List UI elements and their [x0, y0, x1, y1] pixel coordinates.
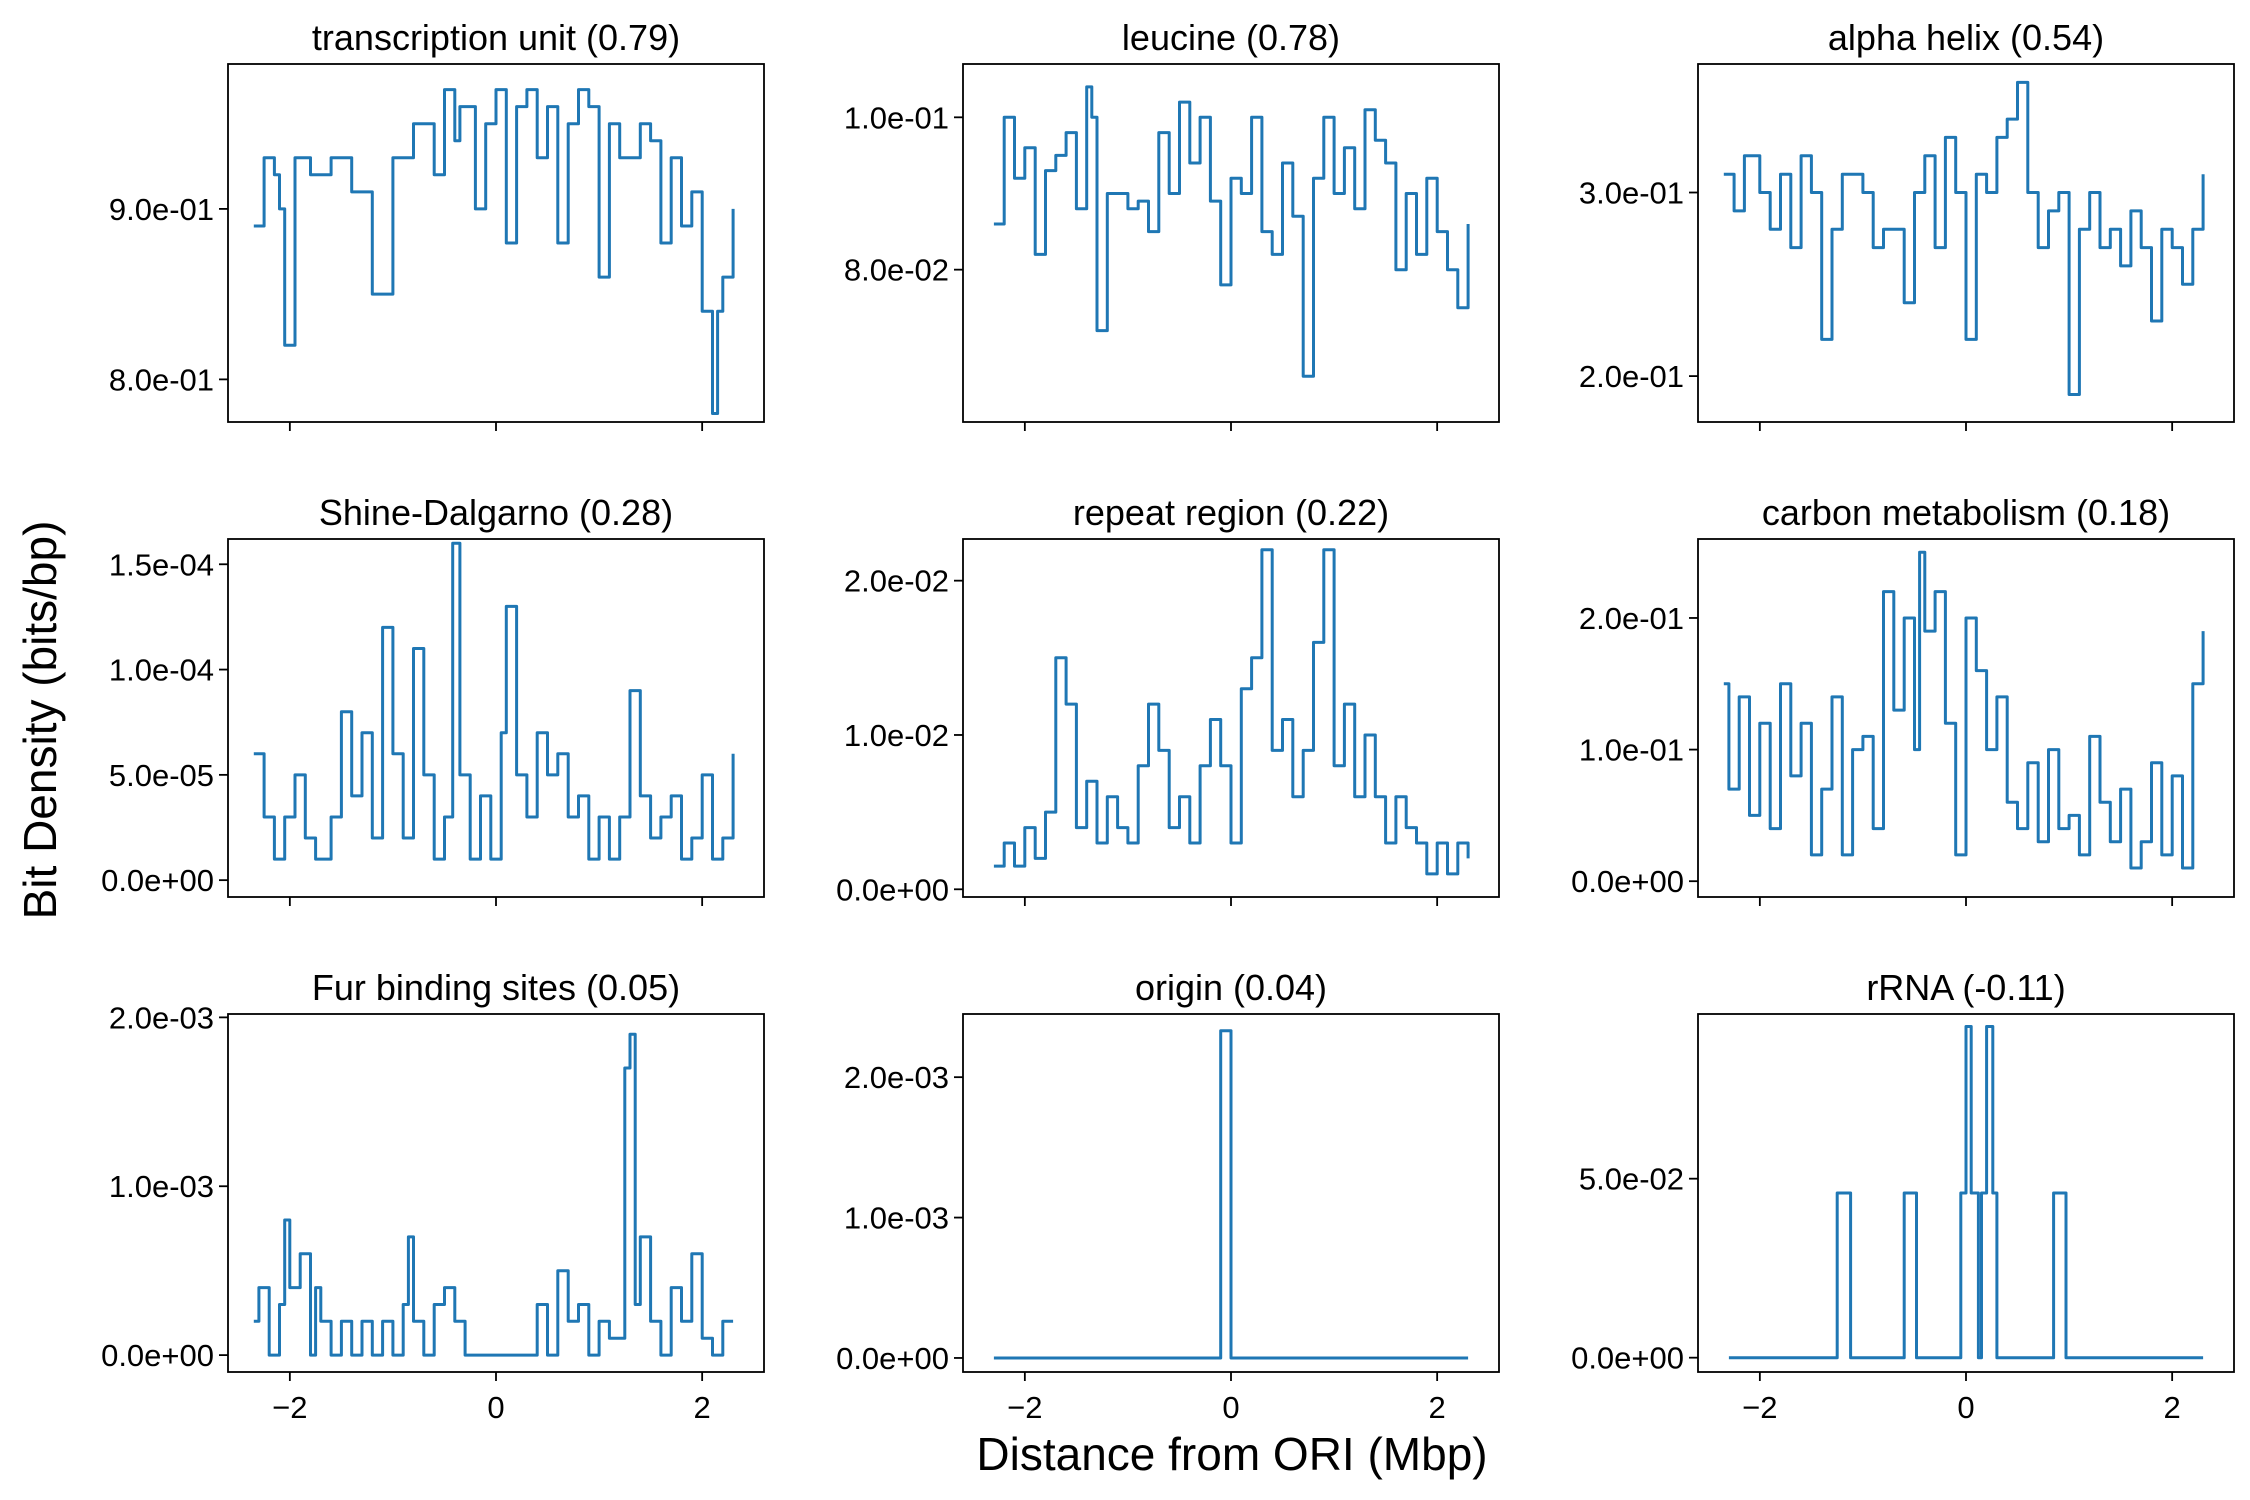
- subplot-9: rRNA (-0.11) 0.0e+00 5.0e-02 −2 0 2: [1571, 967, 2235, 1425]
- y-tick-label: 1.5e-04: [109, 547, 214, 582]
- y-tick-label: 1.0e-01: [1579, 733, 1684, 768]
- x-tick-label: 2: [1429, 1390, 1446, 1425]
- x-axis-label: Distance from ORI (Mbp): [976, 1428, 1487, 1480]
- y-tick-label: 2.0e-02: [844, 564, 949, 599]
- subplot-title: leucine (0.78): [1122, 17, 1340, 58]
- subplot-title: carbon metabolism (0.18): [1762, 492, 2170, 533]
- y-tick-label: 8.0e-02: [844, 253, 949, 288]
- series-line: [1723, 80, 2205, 396]
- series-line: [253, 541, 735, 861]
- subplot-title: transcription unit (0.79): [312, 17, 680, 58]
- y-tick-label: 3.0e-01: [1579, 176, 1684, 211]
- y-tick-label: 1.0e-04: [109, 653, 214, 688]
- x-tick-label: 2: [694, 1390, 711, 1425]
- x-tick-label: −2: [272, 1390, 307, 1425]
- y-tick-label: 0.0e+00: [101, 863, 214, 898]
- y-tick-label: 9.0e-01: [109, 192, 214, 227]
- subplot-title: Fur binding sites (0.05): [312, 967, 680, 1008]
- subplot-grid: transcription unit (0.79) 8.0e-01 9.0e-01 l…: [101, 17, 2235, 1425]
- axes-frame: [227, 1013, 765, 1373]
- subplot-title: repeat region (0.22): [1073, 492, 1389, 533]
- y-tick-label: 8.0e-01: [109, 362, 214, 397]
- series-line: [993, 85, 1470, 378]
- subplot-8: origin (0.04) 0.0e+00 1.0e-03 2.0e-03 −2 0 2: [836, 967, 1500, 1425]
- y-tick-label: 0.0e+00: [101, 1338, 214, 1373]
- series-line: [993, 1029, 1469, 1360]
- subplot-title: Shine-Dalgarno (0.28): [319, 492, 673, 533]
- subplot-title: rRNA (-0.11): [1866, 967, 2065, 1008]
- y-tick-label: 0.0e+00: [1571, 1341, 1684, 1376]
- subplot-3: alpha helix (0.54) 2.0e-01 3.0e-01: [1579, 17, 2235, 431]
- subplot-4: Shine-Dalgarno (0.28) 0.0e+00 5.0e-05 1.0e-…: [101, 492, 765, 906]
- x-tick-label: −2: [1742, 1390, 1777, 1425]
- series-line: [253, 1032, 734, 1357]
- y-tick-label: 5.0e-05: [109, 758, 214, 793]
- y-tick-label: 5.0e-02: [1579, 1162, 1684, 1197]
- subplot-title: origin (0.04): [1135, 967, 1327, 1008]
- subplot-5: repeat region (0.22) 0.0e+00 1.0e-02 2.0e-0…: [836, 492, 1500, 907]
- y-tick-label: 1.0e-01: [844, 100, 949, 135]
- x-tick-label: 0: [1222, 1390, 1239, 1425]
- x-tick-label: 0: [487, 1390, 504, 1425]
- x-tick-label: 2: [2164, 1390, 2181, 1425]
- y-tick-label: 2.0e-03: [844, 1060, 949, 1095]
- series-line: [1723, 550, 2205, 870]
- series-line: [253, 88, 735, 415]
- x-tick-label: −2: [1007, 1390, 1042, 1425]
- subplot-2: leucine (0.78) 8.0e-02 1.0e-01: [844, 17, 1500, 431]
- y-axis-label: Bit Density (bits/bp): [14, 521, 66, 920]
- y-tick-label: 2.0e-01: [1579, 359, 1684, 394]
- y-tick-label: 0.0e+00: [836, 1341, 949, 1376]
- y-tick-label: 1.0e-03: [844, 1201, 949, 1236]
- subplot-7: Fur binding sites (0.05) 0.0e+00 1.0e-03 2.…: [101, 967, 765, 1425]
- x-tick-label: 0: [1957, 1390, 1974, 1425]
- axes-frame: [227, 538, 765, 898]
- y-tick-label: 1.0e-03: [109, 1169, 214, 1204]
- series-line: [1728, 1025, 2204, 1360]
- subplot-1: transcription unit (0.79) 8.0e-01 9.0e-01: [109, 17, 765, 431]
- y-tick-label: 2.0e-03: [109, 1000, 214, 1035]
- series-line: [993, 548, 1470, 876]
- y-tick-label: 1.0e-02: [844, 718, 949, 753]
- y-tick-label: 0.0e+00: [836, 872, 949, 907]
- subplot-title: alpha helix (0.54): [1828, 17, 2104, 58]
- subplot-6: carbon metabolism (0.18) 0.0e+00 1.0e-01 2.…: [1571, 492, 2235, 906]
- y-tick-label: 0.0e+00: [1571, 864, 1684, 899]
- y-tick-label: 2.0e-01: [1579, 601, 1684, 636]
